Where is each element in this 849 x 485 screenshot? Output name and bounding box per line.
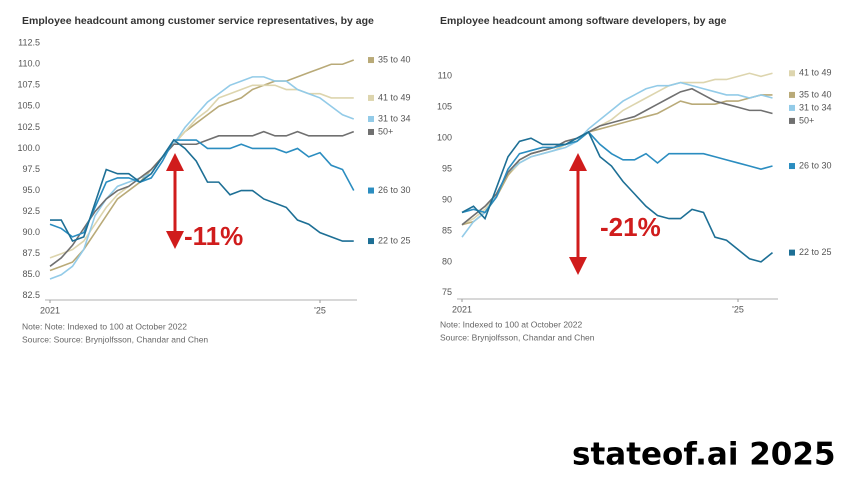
- legend-swatch: [789, 163, 795, 170]
- y-tick-label: 105.0: [17, 101, 40, 111]
- line: [461, 72, 773, 226]
- legend-label: 35 to 40: [378, 54, 411, 64]
- x-tick-label: '25: [314, 305, 326, 315]
- x-tick-label: 2021: [452, 304, 472, 314]
- legend-label: 26 to 30: [378, 185, 411, 195]
- line: [461, 130, 773, 214]
- legend-swatch: [789, 117, 795, 124]
- line: [461, 81, 773, 238]
- y-tick-label: 105: [437, 102, 452, 112]
- legend-swatch: [789, 104, 795, 111]
- legend-label: 22 to 25: [799, 247, 832, 257]
- legend-swatch: [368, 187, 374, 194]
- chart-title: Employee headcount among software develo…: [440, 15, 727, 27]
- legend-label: 31 to 34: [378, 113, 411, 123]
- y-tick-label: 110: [438, 71, 452, 81]
- y-tick-label: 90.0: [22, 227, 40, 237]
- legend-label: 35 to 40: [799, 89, 832, 99]
- line: [461, 130, 774, 263]
- source: Source: Brynjolfsson, Chandar and Chen: [440, 332, 595, 342]
- legend-label: 22 to 25: [378, 235, 411, 245]
- y-tick-label: 102.5: [17, 122, 40, 132]
- chart-title: Employee headcount among customer servic…: [22, 15, 374, 27]
- legend-swatch: [368, 94, 374, 101]
- line: [49, 59, 355, 272]
- y-tick-label: 75: [442, 287, 452, 297]
- legend-label: 26 to 30: [799, 160, 832, 170]
- y-tick-label: 85: [442, 225, 452, 235]
- y-tick-label: 95: [442, 164, 452, 174]
- line: [50, 138, 354, 243]
- y-tick-label: 82.5: [22, 290, 40, 300]
- legend-swatch: [368, 128, 374, 135]
- legend-swatch: [789, 91, 795, 98]
- annotation: -11%: [184, 221, 243, 251]
- note: Note: Indexed to 100 at October 2022: [440, 319, 583, 329]
- legend-swatch: [368, 238, 374, 245]
- legend-label: 31 to 34: [799, 102, 832, 112]
- y-tick-label: 85.0: [22, 269, 40, 279]
- y-tick-label: 90: [442, 194, 452, 204]
- line: [49, 139, 355, 238]
- legend-swatch: [789, 70, 795, 77]
- legend-swatch: [368, 115, 374, 122]
- y-tick-label: 100.0: [17, 143, 40, 153]
- legend-swatch: [789, 249, 795, 256]
- note: Note: Note: Indexed to 100 at October 20…: [22, 321, 187, 331]
- y-tick-label: 87.5: [22, 248, 40, 258]
- legend-label: 41 to 49: [378, 92, 411, 102]
- legend-label: 50+: [799, 115, 814, 125]
- y-tick-label: 107.5: [17, 80, 40, 90]
- x-tick-label: '25: [732, 304, 744, 314]
- x-tick-label: 2021: [40, 305, 60, 315]
- annotation: -21%: [600, 212, 661, 242]
- y-tick-label: 100: [437, 133, 452, 143]
- y-tick-label: 112.5: [18, 38, 40, 48]
- y-tick-label: 92.5: [22, 206, 40, 216]
- y-tick-label: 110.0: [18, 59, 40, 69]
- legend-label: 50+: [378, 126, 393, 136]
- source: Source: Source: Brynjolfsson, Chandar an…: [22, 334, 208, 344]
- line: [461, 87, 773, 226]
- watermark: stateof.ai 2025: [572, 437, 836, 473]
- legend-swatch: [368, 57, 374, 64]
- legend-label: 41 to 49: [799, 68, 832, 78]
- y-tick-label: 95.0: [22, 185, 40, 195]
- line: [49, 76, 355, 280]
- y-tick-label: 97.5: [22, 164, 40, 174]
- y-tick-label: 80: [442, 256, 452, 266]
- line: [49, 130, 355, 267]
